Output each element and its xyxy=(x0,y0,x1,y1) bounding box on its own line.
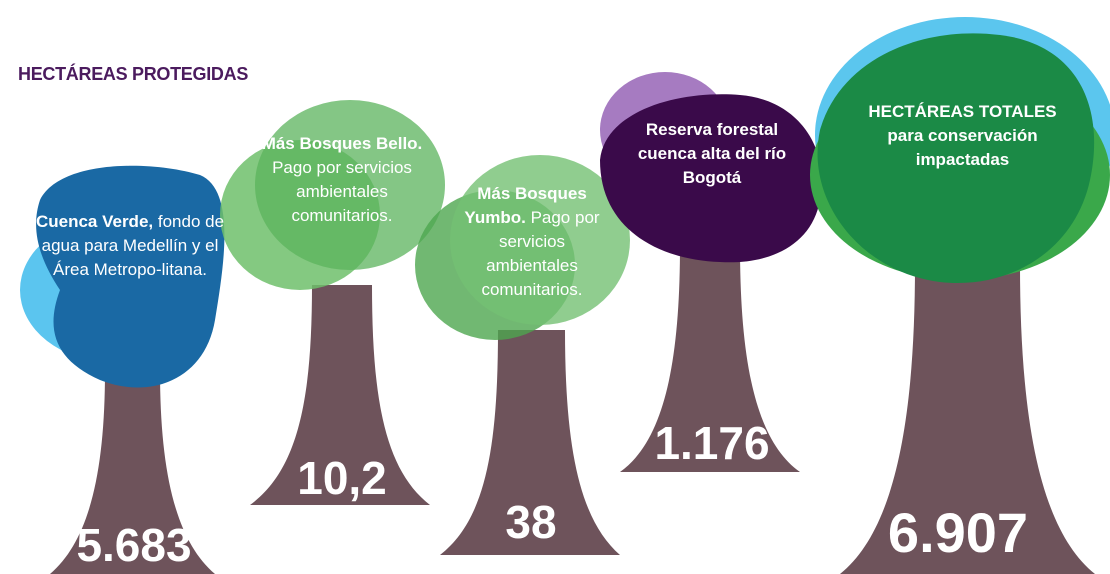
tree-name: Más Bosques Bello. xyxy=(262,134,423,153)
tree-description: Pago por servicios ambientales comunitar… xyxy=(272,158,412,225)
tree-value: 38 xyxy=(411,497,651,547)
tree-name: Cuenca Verde, xyxy=(36,212,153,231)
tree-label: Reserva forestal cuenca alta del río Bog… xyxy=(622,118,802,190)
tree-label: Más Bosques Yumbo. Pago por servicios am… xyxy=(452,182,612,302)
tree-value: 10,2 xyxy=(222,453,462,503)
tree-description: para conservación impactadas xyxy=(887,126,1037,169)
tree-label: Más Bosques Bello. Pago por servicios am… xyxy=(258,132,426,228)
tree-value: 5.683 xyxy=(14,520,254,570)
tree-label: HECTÁREAS TOTALES para conservación impac… xyxy=(855,100,1070,172)
title: HECTÁREAS PROTEGIDAS xyxy=(18,64,248,85)
infographic: HECTÁREAS PROTEGIDAS Cuenca Verde, fondo… xyxy=(0,0,1110,574)
tree-name: Reserva forestal cuenca alta del río Bog… xyxy=(638,120,786,187)
tree-value: 1.176 xyxy=(592,418,832,468)
tree-value: 6.907 xyxy=(838,508,1078,558)
tree-name: HECTÁREAS TOTALES xyxy=(868,102,1056,121)
tree-label: Cuenca Verde, fondo de agua para Medellí… xyxy=(30,210,230,282)
